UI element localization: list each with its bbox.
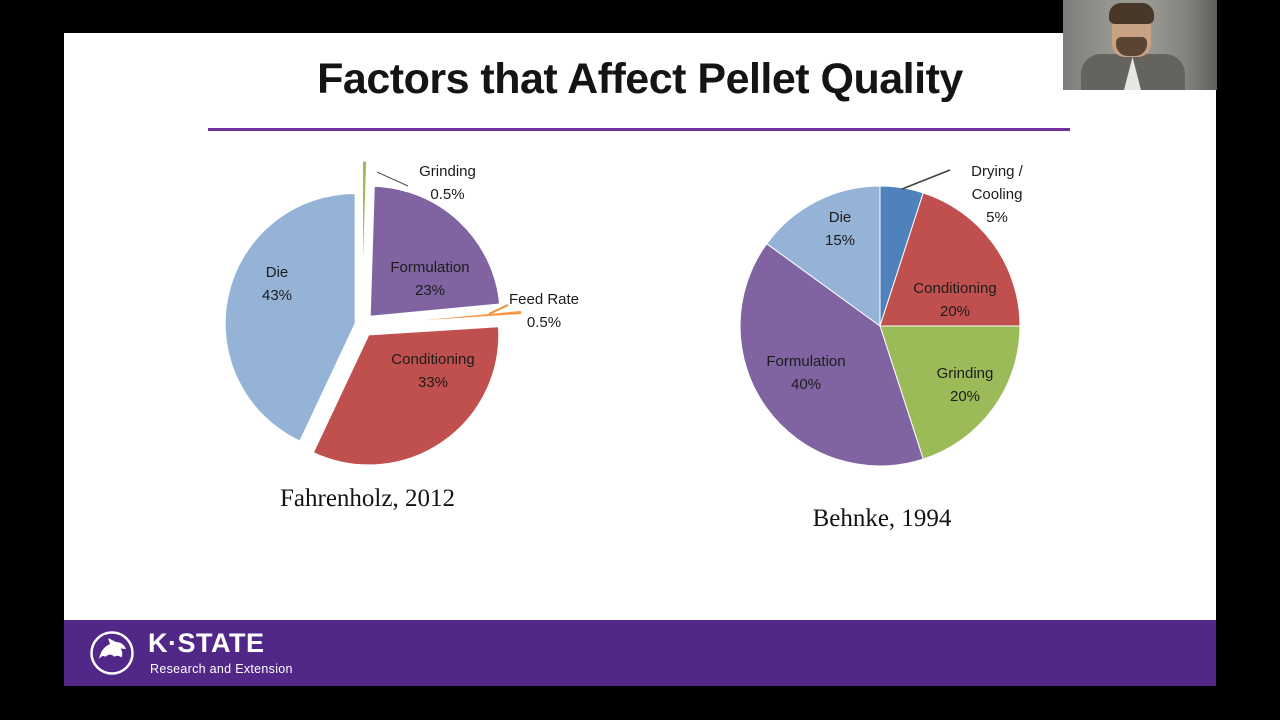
pie-label-formulation-2-name: Formulation [766, 353, 846, 370]
presenter-beard [1116, 37, 1147, 56]
pie-label-die: Die 43% [247, 261, 307, 307]
pie-slice-formulation [369, 185, 501, 317]
pie-slice-conditioning [879, 192, 1021, 327]
pie-label-grinding-2: Grinding 20% [925, 362, 1005, 408]
pie-label-conditioning-pct: 33% [417, 374, 449, 391]
pie-label-grinding-pct: 0.5% [430, 186, 465, 203]
chart-caption-fahrenholz: Fahrenholz, 2012 [280, 485, 455, 512]
pie-label-formulation-2: Formulation 40% [756, 350, 856, 396]
pie-label-drying-cooling: Drying / Cooling 5% [958, 160, 1036, 229]
presenter-webcam [1063, 0, 1217, 90]
pie-label-die-2-name: Die [828, 209, 852, 226]
pie-label-drying-cooling-pct: 5% [986, 209, 1008, 226]
pie-label-formulation: Formulation 23% [385, 256, 475, 302]
pie-label-conditioning-2-name: Conditioning [913, 280, 997, 297]
powercat-icon [90, 631, 134, 675]
pie-label-formulation-2-pct: 40% [790, 376, 822, 393]
presentation-slide: Factors that Affect Pellet Quality Grind… [64, 33, 1216, 620]
pie-chart-behnke [739, 185, 1021, 467]
pie-slice-die [766, 185, 881, 327]
pie-label-feed-rate-pct: 0.5% [526, 314, 562, 331]
pie-label-drying-cooling-name: Drying / Cooling [971, 163, 1023, 203]
pie-label-conditioning-name: Conditioning [391, 351, 475, 368]
kstate-footer-bar: K·STATE Research and Extension [64, 620, 1216, 686]
title-underline [208, 128, 1070, 131]
pie-label-feed-rate-name: Feed Rate [508, 291, 580, 308]
slide-title: Factors that Affect Pellet Quality [317, 55, 963, 103]
pie-label-die-name: Die [265, 264, 289, 281]
pie-label-conditioning: Conditioning 33% [383, 348, 483, 394]
kstate-wordmark: K·STATE [148, 628, 265, 658]
pie-label-die-2-pct: 15% [824, 232, 856, 249]
pie-label-grinding-2-name: Grinding [936, 365, 994, 382]
pie-slice-formulation [739, 243, 924, 467]
pie-label-die-2: Die 15% [810, 206, 870, 252]
pie-chart-fahrenholz [224, 160, 523, 466]
kstate-tagline: Research and Extension [150, 662, 293, 676]
pie-slice-grinding [879, 325, 1021, 460]
pie-label-conditioning-2-pct: 20% [939, 303, 971, 320]
pie-slice-grinding [362, 160, 368, 292]
pie-label-grinding: Grinding 0.5% [405, 160, 490, 206]
pie-label-feed-rate: Feed Rate 0.5% [504, 288, 584, 334]
pie-slice-die [224, 192, 356, 442]
chart-caption-behnke: Behnke, 1994 [812, 505, 952, 532]
pie-label-die-pct: 43% [261, 287, 293, 304]
pie-label-grinding-2-pct: 20% [949, 388, 981, 405]
pie-slice-conditioning [312, 326, 500, 466]
pie-label-formulation-name: Formulation [390, 259, 470, 276]
pie-label-grinding-name: Grinding [419, 163, 476, 180]
pie-label-conditioning-2: Conditioning 20% [905, 277, 1005, 323]
pie-label-formulation-pct: 23% [414, 282, 446, 299]
presenter-hair [1109, 3, 1154, 24]
